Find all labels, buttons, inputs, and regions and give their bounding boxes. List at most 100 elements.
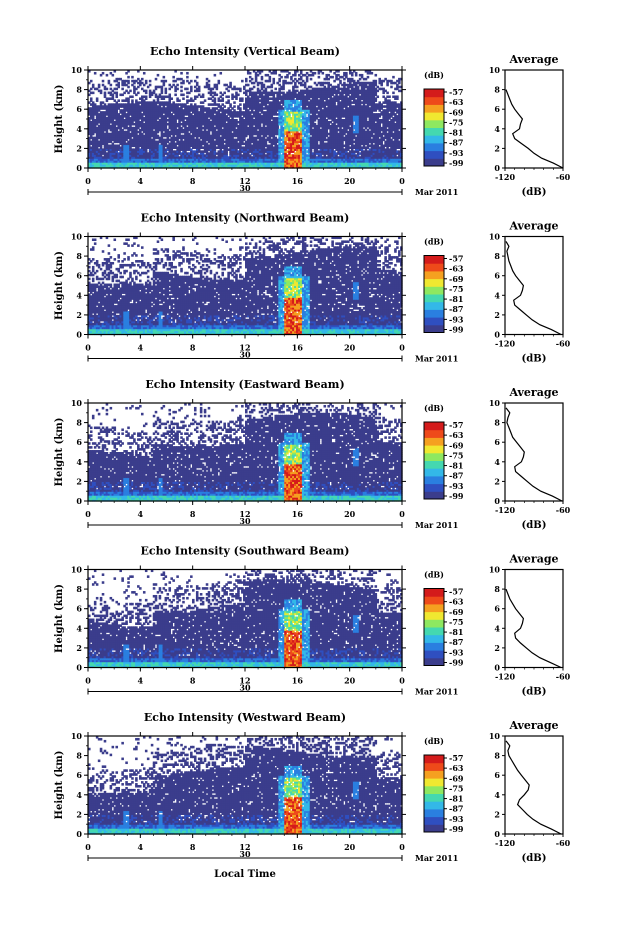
colorbar-tick-label: -69 <box>449 107 464 117</box>
time-tick-label: 0 <box>85 176 91 186</box>
time-tick-label: 8 <box>190 509 196 519</box>
height-tick-label: 10 <box>71 565 83 575</box>
colorbar-segment <box>424 801 444 810</box>
time-tick-label: 0 <box>85 509 91 519</box>
colorbar-segment <box>424 158 444 167</box>
height-tick-label: 0 <box>76 163 82 173</box>
average-title: Average <box>508 386 558 399</box>
height-tick-label: 6 <box>76 271 82 281</box>
colorbar-segment <box>424 270 444 280</box>
colorbar-segment <box>424 611 444 620</box>
time-tick-label: 4 <box>138 842 144 852</box>
time-tick-label: 4 <box>138 676 144 686</box>
y-axis-label: Height (km) <box>54 418 65 487</box>
colorbar-tick-label: -75 <box>449 284 463 294</box>
colorbar-tick-label: -99 <box>449 824 464 834</box>
average-height-tick-label: 10 <box>489 731 501 741</box>
y-axis-label: Height (km) <box>54 751 65 820</box>
colorbar-segment <box>424 309 444 318</box>
average-x-label: (dB) <box>522 354 547 365</box>
day-label: 30 <box>239 683 251 693</box>
colorbar-segment <box>424 491 444 500</box>
time-tick-label: 16 <box>292 676 304 686</box>
colorbar-tick-label: -75 <box>449 117 463 127</box>
colorbar-segment <box>424 634 444 643</box>
colorbar-tick-label: -69 <box>449 607 464 617</box>
colorbar-tick-label: -63 <box>449 97 464 107</box>
colorbar-segment <box>424 460 444 469</box>
time-tick-label: 12 <box>239 676 250 686</box>
average-height-tick-label: 8 <box>494 584 500 594</box>
time-tick-label: 0 <box>85 842 91 852</box>
colorbar-tick-label: -75 <box>449 617 463 627</box>
height-tick-label: 2 <box>76 310 82 320</box>
colorbar-tick-label: -69 <box>449 773 464 783</box>
average-x-tick-label: -60 <box>556 505 571 515</box>
time-tick-label: 0 <box>85 343 91 353</box>
heatmap-cells <box>88 403 403 502</box>
average-x-tick-label: -120 <box>495 672 515 682</box>
average-profile-line <box>505 588 562 669</box>
panel-title: Echo Intensity (Westward Beam) <box>144 711 346 724</box>
time-tick-label: 4 <box>138 343 144 353</box>
time-tick-label: 20 <box>344 842 356 852</box>
time-tick-label: 20 <box>344 676 356 686</box>
height-tick-label: 2 <box>76 809 82 819</box>
colorbar-tick-label: -75 <box>449 450 463 460</box>
colorbar-tick-label: -57 <box>449 87 463 97</box>
colorbar-segment <box>424 588 444 597</box>
colorbar-segment <box>424 286 444 295</box>
time-tick-label: 0 <box>399 509 405 519</box>
colorbar-segment <box>424 96 444 105</box>
average-title: Average <box>508 553 558 566</box>
colorbar-tick-label: -93 <box>449 647 464 657</box>
month-label: Mar 2011 <box>415 520 458 530</box>
average-x-tick-label: -120 <box>495 505 515 515</box>
average-height-tick-label: 0 <box>494 163 500 173</box>
time-tick-label: 8 <box>190 842 196 852</box>
average-height-tick-label: 6 <box>494 770 500 780</box>
colorbar-segment <box>424 755 444 764</box>
height-tick-label: 4 <box>76 457 82 467</box>
height-tick-label: 8 <box>76 251 82 261</box>
height-tick-label: 10 <box>71 731 83 741</box>
colorbar-tick-label: -99 <box>449 491 464 501</box>
time-tick-label: 0 <box>399 842 405 852</box>
colorbar-tick-label: -57 <box>449 753 463 763</box>
y-axis-label: Height (km) <box>54 85 65 154</box>
colorbar-segment <box>424 150 444 159</box>
colorbar-segment <box>424 650 444 659</box>
panel-title: Echo Intensity (Eastward Beam) <box>145 378 344 391</box>
panel-title: Echo Intensity (Vertical Beam) <box>150 45 340 58</box>
average-profile-line <box>505 740 562 835</box>
time-tick-label: 4 <box>138 509 144 519</box>
time-tick-label: 8 <box>190 343 196 353</box>
colorbar-segment <box>424 762 444 771</box>
height-tick-label: 8 <box>76 418 82 428</box>
colorbar-tick-label: -87 <box>449 471 463 481</box>
colorbar-segment <box>424 452 444 461</box>
average-height-tick-label: 2 <box>494 143 500 153</box>
colorbar-tick-label: -63 <box>449 430 464 440</box>
average-frame <box>504 568 564 669</box>
height-tick-label: 6 <box>76 104 82 114</box>
panel-4: Echo Intensity (Westward Beam) 0 2 4 6 8 10 Hei… <box>54 711 571 864</box>
panel-2: Echo Intensity (Eastward Beam) 0 2 4 6 8 10 Hei… <box>54 378 571 531</box>
average-x-label: (dB) <box>522 687 547 698</box>
average-height-tick-label: 4 <box>494 457 500 467</box>
month-label: Mar 2011 <box>415 853 458 863</box>
colorbar-tick-label: -69 <box>449 440 464 450</box>
colorbar-segment <box>424 475 444 485</box>
time-tick-label: 12 <box>239 842 250 852</box>
average-height-tick-label: 6 <box>494 271 500 281</box>
heatmap-cells <box>88 70 403 169</box>
average-height-tick-label: 0 <box>494 330 500 340</box>
average-height-tick-label: 0 <box>494 663 500 673</box>
height-tick-label: 8 <box>76 751 82 761</box>
average-x-tick-label: -60 <box>556 672 571 682</box>
heatmap-cells <box>88 236 403 336</box>
colorbar-segment <box>424 642 444 651</box>
average-height-tick-label: 10 <box>489 398 501 408</box>
average-title: Average <box>508 719 558 732</box>
panel-1: Echo Intensity (Northward Beam) 0 2 4 6 8 10 He… <box>54 212 571 365</box>
